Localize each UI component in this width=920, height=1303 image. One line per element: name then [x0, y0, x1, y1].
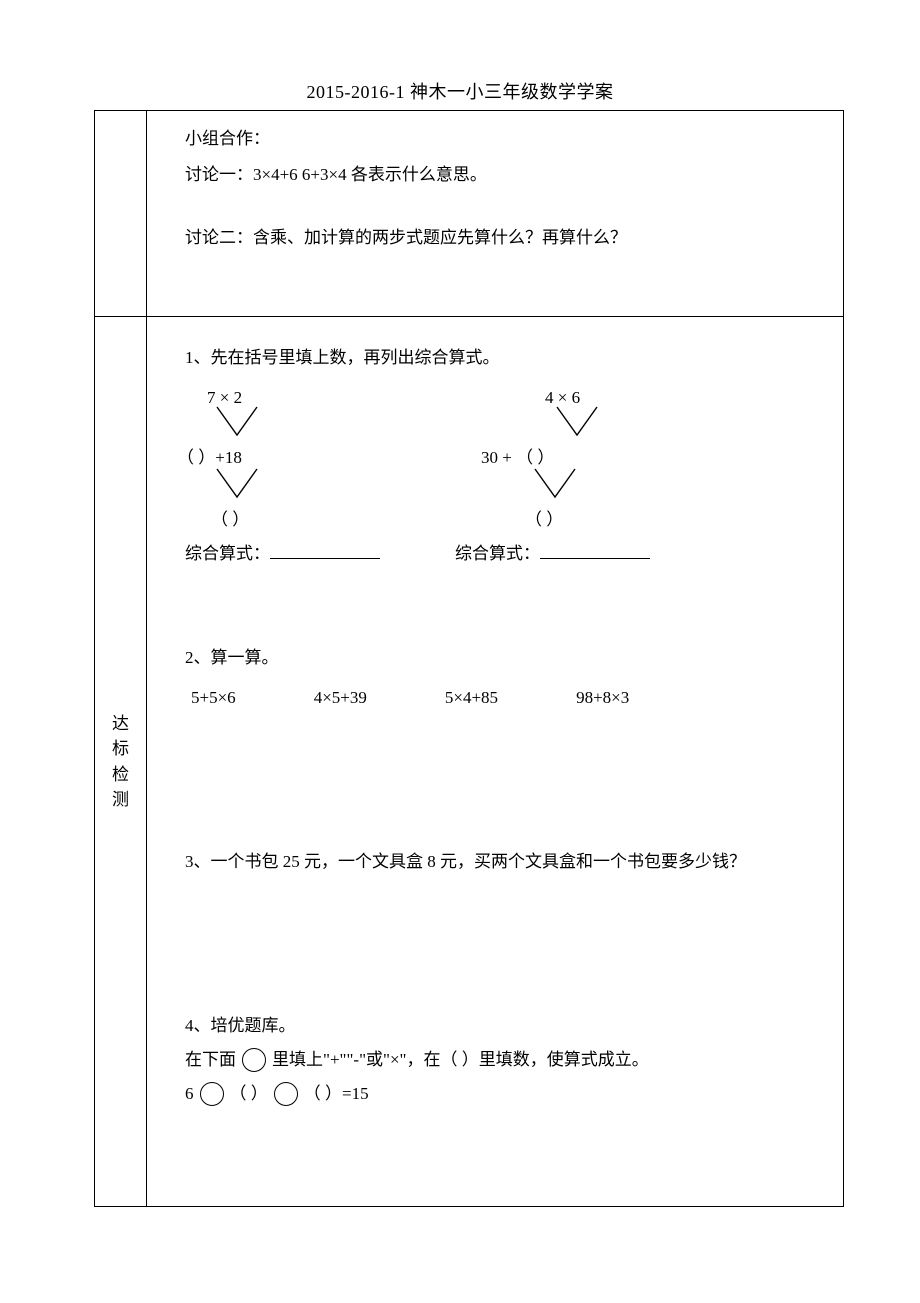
row2-left-cell: 达标 检测 — [95, 317, 147, 1207]
row2-right-cell: 1、先在括号里填上数，再列出综合算式。 7 × 2 （ ）+18 （ ） 综合算… — [147, 317, 844, 1207]
discussion-2: 讨论二：含乘、加计算的两步式题应先算什么？再算什么？ — [185, 220, 843, 256]
q1-title: 1、先在括号里填上数，再列出综合算式。 — [185, 341, 843, 375]
q2-item: 4×5+39 — [314, 681, 367, 715]
q4-instr-a: 在下面 — [185, 1043, 236, 1077]
blank-underline — [270, 542, 380, 559]
tree-a-bot: （ ） — [211, 503, 249, 537]
q2-item: 5×4+85 — [445, 681, 498, 715]
circle-blank-icon — [242, 1048, 266, 1072]
q2-item: 5+5×6 — [191, 681, 236, 715]
tree-b-bot: （ ） — [525, 503, 563, 537]
q2-title: 2、算一算。 — [185, 641, 843, 675]
q4-instruction: 在下面 里填上"+""-"或"×"，在（ ）里填数，使算式成立。 — [185, 1043, 843, 1077]
v-shape-icon — [531, 467, 579, 501]
row1-left-cell — [95, 111, 147, 317]
q2-item: 98+8×3 — [576, 681, 629, 715]
synth-label-b: 综合算式： — [455, 544, 540, 563]
blank-underline — [540, 542, 650, 559]
circle-blank-icon — [274, 1082, 298, 1106]
synth-label-a: 综合算式： — [185, 544, 270, 563]
row1-right-cell: 小组合作： 讨论一：3×4+6 6+3×4 各表示什么意思。 讨论二：含乘、加计… — [147, 111, 844, 317]
q4-expression: 6 （ ） （ ）=15 — [185, 1077, 843, 1111]
q4-expr-b: （ ） — [230, 1077, 268, 1111]
q4-expr-c: （ ）=15 — [304, 1077, 369, 1111]
group-label: 小组合作： — [185, 121, 843, 157]
q3-text: 3、一个书包 25 元，一个文具盒 8 元，买两个文具盒和一个书包要多少钱？ — [185, 845, 843, 879]
q1-trees: 7 × 2 （ ）+18 （ ） 综合算式： 4 × — [185, 381, 843, 581]
side-label-1: 达标 — [112, 714, 129, 759]
v-shape-icon — [213, 467, 261, 501]
discussion-1: 讨论一：3×4+6 6+3×4 各表示什么意思。 — [185, 157, 843, 193]
v-shape-icon — [553, 405, 601, 439]
worksheet-table: 小组合作： 讨论一：3×4+6 6+3×4 各表示什么意思。 讨论二：含乘、加计… — [94, 110, 844, 1207]
side-label-2: 检测 — [112, 765, 129, 810]
q4-title: 4、培优题库。 — [185, 1009, 843, 1043]
q2-calc-row: 5+5×6 4×5+39 5×4+85 98+8×3 — [185, 681, 843, 715]
q4-instr-b: 里填上"+""-"或"×"，在（ ）里填数，使算式成立。 — [272, 1043, 649, 1077]
v-shape-icon — [213, 405, 261, 439]
page-title: 2015-2016-1 神木一小三年级数学学案 — [0, 0, 920, 120]
tree-a-synth: 综合算式： — [185, 537, 380, 571]
tree-b-synth: 综合算式： — [455, 537, 650, 571]
q4-expr-a: 6 — [185, 1077, 194, 1111]
circle-blank-icon — [200, 1082, 224, 1106]
